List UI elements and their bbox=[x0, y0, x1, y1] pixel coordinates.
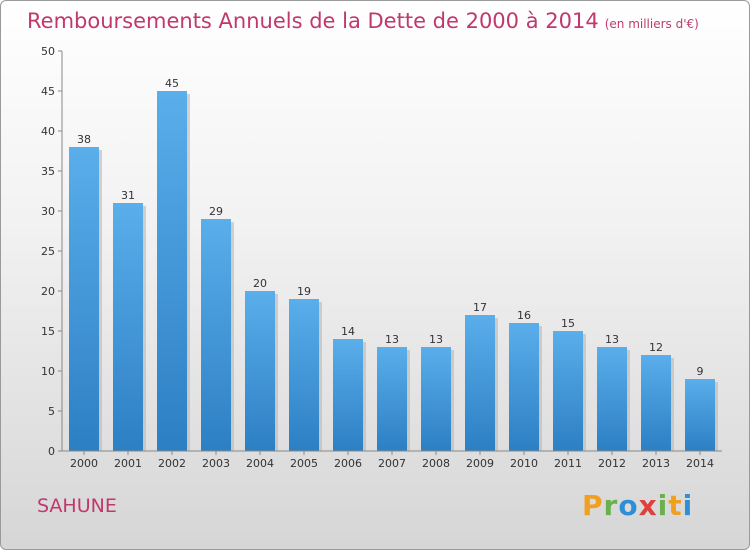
logo-letter: o bbox=[618, 489, 639, 522]
x-axis: 2000 2001 2002 2003 2004 2005 2006 2007 2008 2009… bbox=[62, 450, 722, 470]
bar-value-label: 9 bbox=[697, 365, 704, 378]
x-tick-label: 2008 bbox=[422, 457, 450, 470]
x-tick-label: 2007 bbox=[378, 457, 406, 470]
y-tick-label: 10 bbox=[41, 365, 55, 378]
bar-value-label: 17 bbox=[473, 301, 487, 314]
y-tick-label: 35 bbox=[41, 165, 55, 178]
x-tick-label: 2014 bbox=[686, 457, 714, 470]
bar-value-label: 12 bbox=[649, 341, 663, 354]
x-tick-label: 2006 bbox=[334, 457, 362, 470]
y-tick-label: 45 bbox=[41, 85, 55, 98]
bar-value-label: 45 bbox=[165, 77, 179, 90]
logo-letter: i bbox=[657, 489, 669, 522]
bar bbox=[69, 147, 99, 451]
x-tick-label: 2002 bbox=[158, 457, 186, 470]
bar-value-label: 15 bbox=[561, 317, 575, 330]
bar bbox=[553, 331, 583, 451]
logo-letter: i bbox=[682, 489, 694, 522]
bar bbox=[465, 315, 495, 451]
chart-unit: (en milliers d'€) bbox=[604, 17, 699, 31]
bar bbox=[201, 219, 231, 451]
logo-letter: P bbox=[582, 489, 604, 522]
y-axis: 0 5 10 15 20 25 30 35 40 45 50 bbox=[41, 45, 63, 458]
x-tick-label: 2013 bbox=[642, 457, 670, 470]
y-tick-label: 5 bbox=[48, 405, 55, 418]
chart-title: Remboursements Annuels de la Dette de 20… bbox=[27, 9, 699, 33]
y-tick-label: 25 bbox=[41, 245, 55, 258]
y-tick-label: 15 bbox=[41, 325, 55, 338]
bar-value-label: 29 bbox=[209, 205, 223, 218]
x-tick-label: 2011 bbox=[554, 457, 582, 470]
bar bbox=[685, 379, 715, 451]
commune-name: SAHUNE bbox=[37, 495, 117, 517]
bar bbox=[289, 299, 319, 451]
x-tick-label: 2005 bbox=[290, 457, 318, 470]
logo-letter: x bbox=[638, 489, 658, 522]
bar-value-label: 20 bbox=[253, 277, 267, 290]
x-tick-label: 2003 bbox=[202, 457, 230, 470]
y-tick-label: 0 bbox=[48, 445, 55, 458]
x-tick-label: 2010 bbox=[510, 457, 538, 470]
bar-value-label: 13 bbox=[429, 333, 443, 346]
bar-value-label: 19 bbox=[297, 285, 311, 298]
bar-value-label: 13 bbox=[385, 333, 399, 346]
bar bbox=[333, 339, 363, 451]
bar bbox=[641, 355, 671, 451]
bar bbox=[157, 91, 187, 451]
bars: 38 31 45 29 20 19 14 13 13 17 16 15 13 12 9 bbox=[69, 77, 718, 451]
bar bbox=[509, 323, 539, 451]
y-tick-label: 40 bbox=[41, 125, 55, 138]
bar bbox=[421, 347, 451, 451]
y-tick-label: 50 bbox=[41, 45, 55, 58]
y-tick-label: 30 bbox=[41, 205, 55, 218]
bar bbox=[113, 203, 143, 451]
bar-value-label: 38 bbox=[77, 133, 91, 146]
chart-title-text: Remboursements Annuels de la Dette de 20… bbox=[27, 9, 599, 33]
x-tick-label: 2012 bbox=[598, 457, 626, 470]
x-tick-label: 2001 bbox=[114, 457, 142, 470]
bar-value-label: 16 bbox=[517, 309, 531, 322]
x-tick-label: 2000 bbox=[70, 457, 98, 470]
bar-value-label: 13 bbox=[605, 333, 619, 346]
bar-value-label: 31 bbox=[121, 189, 135, 202]
logo-letter: t bbox=[668, 489, 683, 522]
logo-letter: r bbox=[603, 489, 619, 522]
x-tick-label: 2009 bbox=[466, 457, 494, 470]
bar bbox=[597, 347, 627, 451]
bar bbox=[245, 291, 275, 451]
x-tick-label: 2004 bbox=[246, 457, 274, 470]
bar bbox=[377, 347, 407, 451]
bar-value-label: 14 bbox=[341, 325, 355, 338]
y-tick-label: 20 bbox=[41, 285, 55, 298]
proxiti-logo[interactable]: Proxiti bbox=[582, 489, 693, 522]
